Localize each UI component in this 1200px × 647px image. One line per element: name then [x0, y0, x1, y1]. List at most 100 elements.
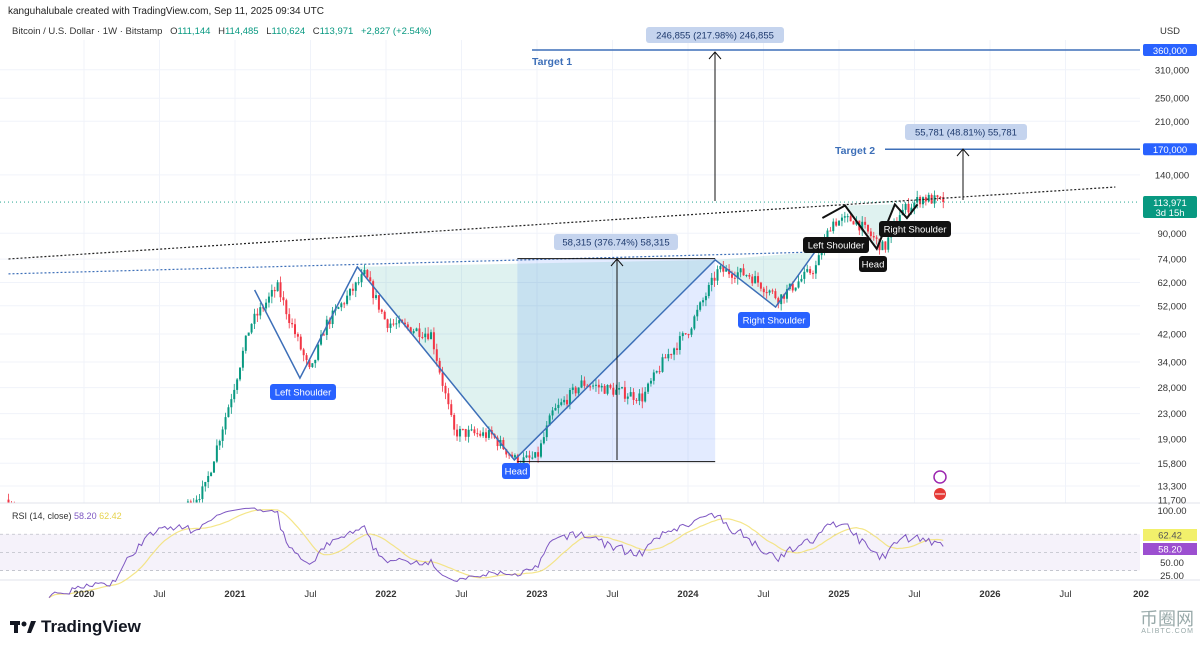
measure2-label: 55,781 (48.81%) 55,781: [905, 124, 1027, 140]
right-shoulder-2-label: Right Shoulder: [879, 221, 951, 237]
candle-body: [832, 221, 835, 232]
measure1-arrow-head: [708, 51, 722, 60]
candle-body: [568, 390, 571, 405]
candle-body: [730, 274, 733, 278]
candle-body: [450, 404, 453, 416]
last-price-badge-text: 113,971: [1153, 198, 1187, 209]
candle: [751, 273, 754, 287]
candle-body: [875, 237, 878, 239]
candle: [594, 378, 597, 392]
candle-body: [693, 316, 696, 329]
candle: [629, 386, 632, 397]
candle: [846, 213, 849, 223]
candle: [704, 292, 707, 307]
pattern-head-fill: [357, 259, 716, 460]
candle-body: [424, 333, 427, 338]
candle: [117, 603, 119, 617]
candle-body: [412, 331, 415, 334]
candle-body: [800, 278, 803, 282]
candle: [771, 288, 774, 295]
candle-body: [236, 379, 239, 390]
rsi-badge: 58.20: [1143, 543, 1197, 556]
candle: [644, 387, 647, 403]
candle-body: [548, 415, 551, 426]
candle: [626, 393, 629, 405]
open-label: O: [170, 26, 178, 37]
candle-body: [690, 328, 693, 335]
candle-body: [77, 575, 79, 577]
candle-body: [377, 295, 380, 310]
candle: [94, 594, 96, 602]
candle: [557, 398, 560, 414]
time-tick: Jul: [606, 589, 618, 600]
last-price-badge-text: 3d 15h: [1155, 208, 1184, 219]
candle: [293, 318, 296, 338]
candle-body: [441, 372, 444, 386]
candle: [780, 294, 783, 311]
candle-body: [464, 429, 467, 437]
candle: [192, 498, 195, 503]
left-shoulder-2-label: Left Shoulder: [803, 237, 869, 253]
candle: [285, 298, 288, 320]
candle-body: [239, 367, 242, 380]
candle: [340, 301, 343, 312]
candle: [554, 403, 557, 411]
candle: [884, 241, 887, 253]
right-shoulder-2-label-bg: [879, 221, 951, 237]
candle-body: [7, 499, 10, 503]
candle-body: [195, 499, 198, 503]
candle: [542, 432, 545, 445]
rsi-label: RSI (14, close): [12, 511, 72, 521]
candle-body: [230, 399, 233, 408]
candle-body: [812, 273, 815, 275]
candle: [447, 388, 450, 410]
candle: [875, 235, 878, 245]
rsi-badge-text: 58.20: [1158, 545, 1182, 556]
candle: [785, 284, 788, 303]
symbol-name[interactable]: Bitcoin / U.S. Dollar · 1W · Bitstamp: [12, 26, 163, 37]
tradingview-logo[interactable]: TradingView: [10, 617, 141, 637]
candle-body: [241, 350, 244, 368]
candle: [458, 425, 461, 442]
candle: [351, 283, 354, 296]
candle-body: [647, 383, 650, 392]
candle: [690, 327, 693, 338]
candle: [832, 218, 835, 234]
trendline: [8, 186, 1116, 260]
candle-body: [835, 221, 838, 226]
candle-body: [542, 437, 545, 444]
candle: [484, 428, 487, 442]
candle: [482, 427, 485, 438]
candle: [438, 357, 441, 375]
candle-body: [337, 307, 340, 309]
left-shoulder-2-label-text: Left Shoulder: [808, 241, 865, 252]
candle-body: [418, 328, 421, 337]
candle-body: [482, 432, 485, 436]
candle-body: [212, 461, 215, 473]
candle-body: [135, 580, 137, 583]
candle-body: [574, 387, 577, 394]
candle: [470, 424, 473, 432]
candle: [456, 424, 459, 441]
candle-body: [340, 303, 343, 308]
candle: [563, 396, 566, 406]
candle-body: [675, 348, 678, 350]
candle-body: [866, 224, 869, 232]
head-2-label-bg: [859, 256, 887, 272]
candle: [273, 286, 276, 298]
candle: [919, 195, 922, 208]
time-tick: 2021: [224, 589, 246, 600]
candle: [835, 218, 838, 227]
time-tick: 2020: [73, 589, 94, 600]
candle-body: [320, 334, 323, 345]
candle-body: [939, 196, 942, 198]
right-shoulder-label-bg: [738, 312, 810, 328]
candle-body: [777, 298, 780, 305]
candle-body: [771, 290, 774, 292]
candle: [10, 500, 12, 503]
candle: [135, 575, 137, 588]
candle: [754, 270, 757, 284]
candle-body: [34, 522, 36, 529]
candle: [418, 323, 421, 343]
